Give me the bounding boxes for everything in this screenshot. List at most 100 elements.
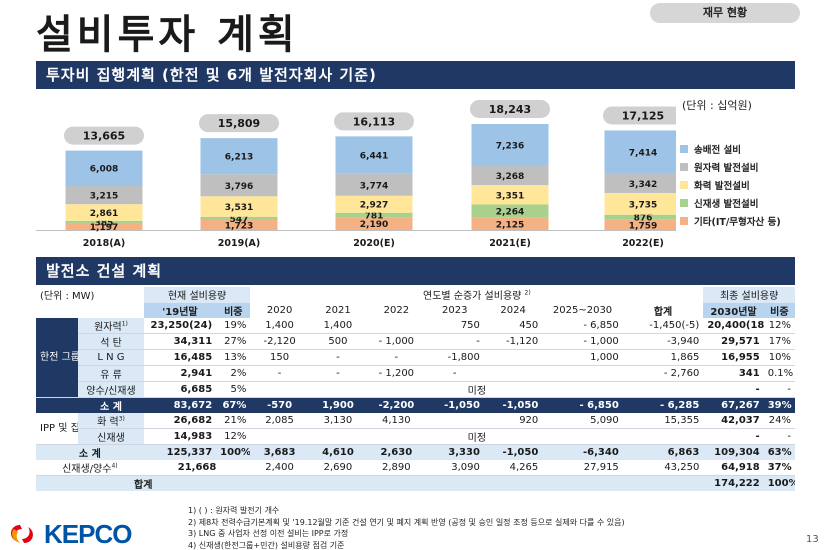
cell-share: 12% [216,428,251,446]
cell-2024: 920 [483,412,543,430]
footnote-ref: 3) [118,415,125,423]
x-tick-label: 2019(A) [218,238,260,249]
section-badge: 재무 현황 [650,3,800,23]
bar-total-label: 16,113 [353,115,395,128]
cell-final: 16,955 [703,349,764,366]
cell-2021: 4,610 [308,444,368,461]
cell-2025-2030: 1,000 [542,349,623,366]
table-row: 신재생 14,983 12% 미정 - - [36,428,795,446]
bar-segment-label: 1,197 [90,223,118,233]
cell-2025-2030: - 6,850 [542,397,623,413]
cell-final-share: 17% [763,333,795,351]
table-row: 석 탄 34,311 27% -2,120 500 - 1,000 - -1,1… [36,333,795,351]
bar-segment-label: 385 [95,218,114,228]
row-name: 소 계 [78,397,144,413]
legend-item-transmission: 송배전 설비 [680,140,781,158]
bar-segment [604,219,676,230]
bar-total-label: 17,125 [622,109,664,122]
cell-2025-2030: 5,090 [542,412,623,430]
cell-2023: 3,330 [425,444,484,461]
footnote: 2) 제8차 전력수급기본계획 및 '19.12월말 기준 건설 연기 및 폐지… [188,517,625,527]
cell-undecided: 미정 [250,428,704,446]
chart-legend: 송배전 설비 원자력 발전설비 화력 발전설비 신재생 발전설비 기타(IT/무… [680,140,781,230]
cell-2023: 750 [425,318,484,335]
footnote-ref: 2) [524,289,531,297]
cell-sum: 43,250 [622,460,704,477]
cell-share: 5% [216,381,251,398]
cell-final: 109,304 [703,444,764,461]
subheader-cell: 비중 [216,302,251,319]
footnote: 4) 신재생(한전그룹+민간) 설비용량 점검 기준 [188,540,345,550]
legend-swatch [680,145,688,153]
bar-segment [471,123,549,167]
bar-total-label: 13,665 [83,130,125,143]
bar-segment [471,185,549,205]
section-header-construction: 발전소 건설 계획 [36,257,795,285]
legend-swatch [680,163,688,171]
cell-2024: -1,050 [483,397,543,413]
x-tick-label: 2018(A) [83,238,125,249]
bar-segment-label: 6,008 [90,165,118,175]
bar-segment-label: 3,268 [496,172,524,182]
cell-2023: - [425,365,484,382]
footnotes: 1) ( ) : 원자력 발전기 개수 2) 제8차 전력수급기본계획 및 '1… [188,505,625,550]
bar-segment-label: 7,236 [496,142,524,152]
bar-segment-label: 547 [230,215,249,225]
cell-share: 100% [216,444,251,461]
cell-2025-2030: - 1,000 [542,333,623,351]
cell-2022: 2,890 [367,460,426,477]
cell-2020: 2,085 [250,412,309,430]
bar-total-pill [603,106,676,125]
cell-2024 [483,349,543,366]
footnote-ref: 4) [111,462,118,470]
table-row: 한전 그룹 원자력1) 23,250(24) 19% 1,400 1,400 7… [36,318,795,398]
cell-final: 29,571 [703,333,764,351]
x-tick-label: 2022(E) [622,238,664,249]
legend-label: 기타(IT/무형자산 등) [694,217,781,228]
cell-2024: 450 [483,318,543,335]
page-title: 설비투자 계획 [36,12,299,58]
table-header-row: (단위 : MW) 현재 설비용량 연도별 순증가 설비용량 2) 최종 설비용… [36,287,795,303]
legend-label: 화력 발전설비 [694,181,750,192]
cell-2022 [367,318,426,335]
cell-sum: - 6,285 [622,397,704,413]
row-name: 신재생/양수4) [36,460,144,477]
legend-item-thermal: 화력 발전설비 [680,176,781,194]
bar-segment [335,217,413,230]
row-name-text: 원자력 [94,322,122,334]
header-annual-increase: 연도별 순증가 설비용량 2) [250,287,703,303]
cell-capacity: 6,685 [143,381,217,398]
cell-final: 341 [703,365,764,382]
subheader-cell: 2024 [500,304,526,316]
bar-total-pill [470,99,550,118]
cell-2022: - 1,000 [367,333,426,351]
x-tick-label: 2021(E) [489,238,531,249]
cell-capacity: 26,682 [143,412,217,430]
cell-2020: 2,400 [250,460,309,477]
bar-segment [335,195,413,213]
cell-2022: 2,630 [367,444,426,461]
cell-capacity: 34,311 [143,333,217,351]
cell-share: 27% [216,333,251,351]
cell-2023: -1,050 [425,397,484,413]
table-row-renewable: 신재생/양수4) 21,668 2,400 2,690 2,890 3,090 … [36,460,795,477]
cell-sum: 15,355 [622,412,704,430]
bar-segment [471,204,549,218]
row-name: L N G [78,349,144,366]
legend-swatch [680,199,688,207]
cell-final-share: 24% [763,412,795,430]
cell-capacity: 2,941 [143,365,217,382]
bar-segment-label: 2,927 [360,201,388,211]
cell-2023: 3,090 [425,460,484,477]
cell-share: 21% [216,412,251,430]
cell-2021: 2,690 [308,460,368,477]
cell-final: 174,222 [703,475,764,492]
row-name: 합계 [36,475,251,492]
cell-sum: 1,865 [622,349,704,366]
cell-2022: - [367,349,426,366]
cell-sum: -1,450(-5) [622,318,704,335]
cell-2025-2030: - 6,850 [542,318,623,335]
cell-2020: - [250,365,309,382]
legend-swatch [680,217,688,225]
